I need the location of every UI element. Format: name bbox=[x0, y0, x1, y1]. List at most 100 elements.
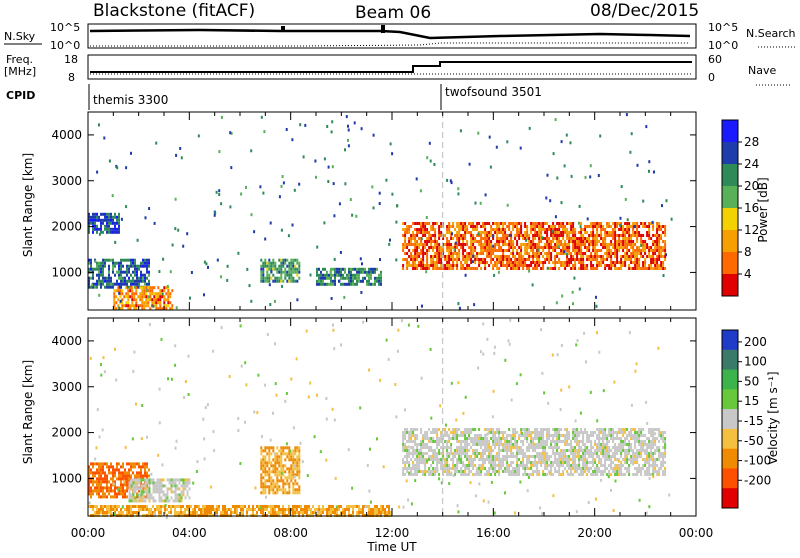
data-cell bbox=[544, 246, 546, 249]
data-cell bbox=[512, 246, 514, 249]
data-cell bbox=[554, 428, 556, 431]
data-cell bbox=[270, 508, 272, 511]
data-cell bbox=[92, 465, 94, 468]
data-cell bbox=[536, 437, 538, 440]
data-cell bbox=[264, 277, 266, 280]
data-cell bbox=[184, 508, 186, 511]
data-cell bbox=[122, 271, 124, 274]
data-cell bbox=[130, 468, 132, 471]
data-cell bbox=[518, 470, 520, 473]
data-cell bbox=[542, 225, 544, 228]
data-cell bbox=[516, 470, 518, 473]
data-cell bbox=[436, 261, 438, 264]
data-cell bbox=[94, 268, 96, 271]
data-point bbox=[262, 192, 264, 195]
data-cell bbox=[628, 228, 630, 231]
data-cell bbox=[460, 461, 462, 464]
data-cell bbox=[100, 219, 102, 222]
data-cell bbox=[124, 508, 126, 511]
data-cell bbox=[98, 228, 100, 231]
data-cell bbox=[120, 280, 122, 283]
data-cell bbox=[596, 237, 598, 240]
data-cell bbox=[126, 508, 128, 511]
data-cell bbox=[100, 465, 102, 468]
data-cell bbox=[478, 240, 480, 243]
data-cell bbox=[662, 231, 664, 234]
data-cell bbox=[440, 440, 442, 443]
data-cell bbox=[412, 461, 414, 464]
data-cell bbox=[440, 249, 442, 252]
colorbar-swatch bbox=[722, 208, 738, 231]
data-cell bbox=[542, 473, 544, 476]
data-cell bbox=[602, 470, 604, 473]
data-cell bbox=[590, 243, 592, 246]
data-point bbox=[175, 154, 177, 157]
data-cell bbox=[278, 268, 280, 271]
data-cell bbox=[122, 489, 124, 492]
power-ylabel: Slant Range [km] bbox=[21, 153, 35, 257]
data-cell bbox=[650, 255, 652, 258]
data-point bbox=[585, 176, 587, 179]
data-cell bbox=[149, 487, 151, 490]
data-cell bbox=[462, 243, 464, 246]
data-cell bbox=[466, 473, 468, 476]
data-cell bbox=[340, 268, 342, 271]
data-cell bbox=[520, 249, 522, 252]
data-cell bbox=[482, 258, 484, 261]
data-cell bbox=[546, 464, 548, 467]
data-cell bbox=[418, 252, 420, 255]
data-cell bbox=[94, 219, 96, 222]
freq-panel bbox=[88, 55, 696, 79]
data-cell bbox=[532, 228, 534, 231]
data-cell bbox=[572, 446, 574, 449]
data-cell bbox=[157, 292, 159, 295]
data-cell bbox=[652, 252, 654, 255]
data-cell bbox=[268, 479, 270, 482]
data-cell bbox=[554, 431, 556, 434]
data-cell bbox=[135, 301, 137, 304]
data-cell bbox=[472, 228, 474, 231]
data-cell bbox=[104, 286, 106, 289]
data-cell bbox=[450, 467, 452, 470]
data-cell bbox=[362, 271, 364, 274]
data-cell bbox=[376, 511, 378, 514]
data-cell bbox=[498, 267, 500, 270]
data-cell bbox=[462, 267, 464, 270]
data-cell bbox=[131, 499, 133, 502]
data-cell bbox=[120, 262, 122, 265]
data-cell bbox=[189, 496, 191, 499]
data-cell bbox=[114, 228, 116, 231]
data-cell bbox=[460, 443, 462, 446]
data-cell bbox=[96, 274, 98, 277]
data-cell bbox=[274, 280, 276, 283]
data-cell bbox=[542, 246, 544, 249]
data-cell bbox=[414, 246, 416, 249]
data-cell bbox=[356, 505, 358, 508]
data-cell bbox=[574, 431, 576, 434]
data-cell bbox=[138, 462, 140, 465]
data-cell bbox=[460, 458, 462, 461]
data-cell bbox=[294, 259, 296, 262]
data-cell bbox=[402, 437, 404, 440]
data-cell bbox=[288, 446, 290, 449]
data-cell bbox=[570, 473, 572, 476]
data-cell bbox=[163, 490, 165, 493]
data-cell bbox=[94, 480, 96, 483]
data-cell bbox=[480, 246, 482, 249]
data-cell bbox=[476, 222, 478, 225]
data-cell bbox=[166, 508, 168, 511]
data-cell bbox=[202, 508, 204, 511]
data-cell bbox=[472, 464, 474, 467]
data-cell bbox=[540, 225, 542, 228]
data-cell bbox=[276, 505, 278, 508]
data-cell bbox=[470, 237, 472, 240]
data-cell bbox=[590, 252, 592, 255]
data-cell bbox=[108, 465, 110, 468]
data-cell bbox=[556, 222, 558, 225]
data-cell bbox=[526, 461, 528, 464]
data-cell bbox=[546, 431, 548, 434]
data-cell bbox=[566, 264, 568, 267]
data-cell bbox=[138, 268, 140, 271]
data-cell bbox=[448, 428, 450, 431]
data-cell bbox=[618, 261, 620, 264]
